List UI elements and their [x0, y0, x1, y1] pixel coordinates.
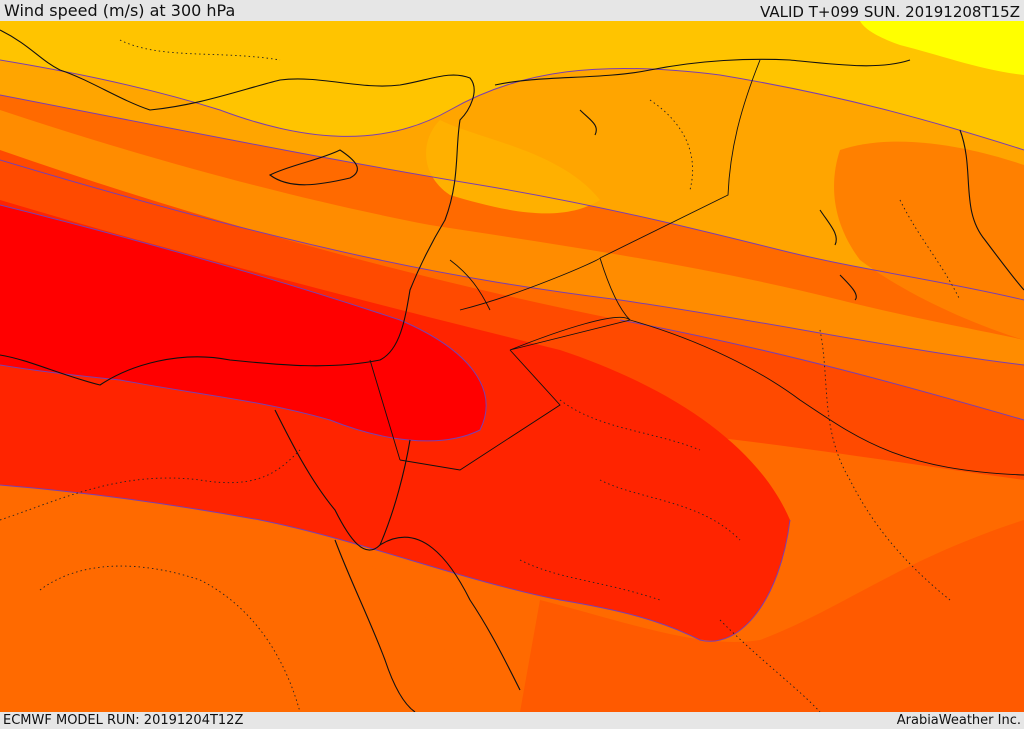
footer-bar: ECMWF MODEL RUN: 20191204T12Z ArabiaWeat…: [0, 712, 1024, 729]
map-canvas: [0, 21, 1024, 712]
contour-lines: [0, 59, 1024, 642]
province-borders: [0, 39, 961, 712]
band-light-amber: [426, 120, 600, 214]
country-borders: [369, 59, 1024, 476]
model-run: ECMWF MODEL RUN: 20191204T12Z: [3, 713, 244, 728]
band-orange-mid: [0, 110, 1024, 365]
band-yellow: [860, 21, 1024, 75]
band-orange-red: [0, 150, 1024, 480]
band-orange-east: [834, 141, 1024, 340]
band-south-orange-2: [520, 520, 1024, 712]
header-bar: Wind speed (m/s) at 300 hPa VALID T+099 …: [0, 0, 1024, 21]
map-title: Wind speed (m/s) at 300 hPa: [4, 1, 236, 20]
credit-text: ArabiaWeather Inc.: [896, 713, 1021, 728]
band-south-orange: [0, 490, 470, 712]
valid-time: VALID T+099 SUN. 20191208T15Z: [760, 3, 1020, 21]
band-jet-core: [0, 205, 487, 441]
coastlines: [0, 29, 1024, 712]
wind-speed-map[interactable]: [0, 21, 1024, 712]
band-amber: [0, 21, 1024, 150]
